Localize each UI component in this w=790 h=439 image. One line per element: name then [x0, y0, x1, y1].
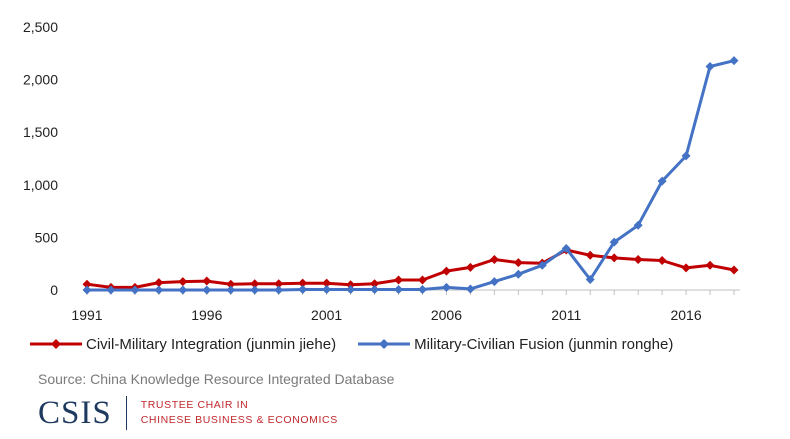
- data-point: [633, 254, 643, 264]
- data-point: [585, 274, 595, 284]
- line-chart: 0 500 1,000 1,500 2,000 2,500 1991 1996 2001 200…: [23, 19, 740, 323]
- data-point: [681, 151, 691, 161]
- data-point: [106, 285, 116, 295]
- data-point: [465, 284, 475, 294]
- data-point: [82, 285, 92, 295]
- data-point: [298, 284, 308, 294]
- data-point: [681, 263, 691, 273]
- legend-swatch-blue-diamond: [358, 339, 411, 349]
- data-point: [585, 250, 595, 260]
- data-point: [609, 237, 619, 247]
- data-point: [154, 278, 164, 288]
- data-point: [513, 258, 523, 268]
- data-point: [154, 285, 164, 295]
- data-point: [226, 285, 236, 295]
- data-point: [729, 56, 739, 66]
- trustee-chair-label: TRUSTEE CHAIR IN CHINESE BUSINESS & ECON…: [141, 398, 338, 428]
- x-tick-label: 2011: [551, 307, 581, 323]
- footer-branding: CSIS TRUSTEE CHAIR IN CHINESE BUSINESS &…: [38, 395, 338, 431]
- data-point: [274, 285, 284, 295]
- data-point: [250, 285, 260, 295]
- data-point: [417, 275, 427, 285]
- x-tick-label: 1991: [71, 307, 102, 323]
- y-tick-label: 500: [35, 229, 59, 245]
- y-tick-label: 2,000: [23, 72, 58, 88]
- series-line: [86, 248, 735, 289]
- y-tick-label: 1,500: [23, 124, 58, 140]
- data-point: [609, 253, 619, 263]
- data-point: [346, 280, 356, 290]
- data-point: [417, 284, 427, 294]
- data-point: [657, 176, 667, 186]
- legend: Civil-Military Integration (junmin jiehe…: [30, 333, 790, 355]
- data-point: [298, 278, 308, 288]
- series-line: [87, 59, 735, 292]
- data-point: [322, 278, 332, 288]
- data-point: [537, 260, 547, 270]
- chair-line-2: CHINESE BUSINESS & ECONOMICS: [140, 414, 338, 426]
- data-point: [729, 265, 739, 275]
- data-point: [465, 262, 475, 272]
- data-point: [82, 279, 92, 289]
- x-tick-label: 2001: [311, 307, 342, 323]
- x-tick-label: 1996: [191, 307, 222, 323]
- data-point: [489, 254, 499, 264]
- data-point: [489, 277, 499, 287]
- data-point: [705, 260, 715, 270]
- series-0: [82, 245, 739, 292]
- data-point: [178, 277, 188, 287]
- data-point: [250, 279, 260, 289]
- x-tick-label: 2006: [431, 307, 462, 323]
- data-point: [394, 275, 404, 285]
- data-point: [130, 285, 140, 295]
- series-1: [82, 56, 739, 295]
- legend-item-civil-military: Civil-Military Integration (junmin jiehe…: [30, 336, 336, 353]
- data-point: [370, 279, 380, 289]
- data-point: [322, 284, 332, 294]
- legend-label-military-civilian: Military-Civilian Fusion (junmin ronghe): [414, 335, 674, 353]
- source-note: Source: China Knowledge Resource Integra…: [38, 371, 395, 387]
- data-point: [346, 284, 356, 294]
- data-point: [202, 285, 212, 295]
- data-point: [370, 284, 380, 294]
- data-point: [513, 269, 523, 279]
- data-point: [394, 284, 404, 294]
- chair-line-1: TRUSTEE CHAIR IN: [140, 399, 249, 411]
- data-point: [226, 279, 236, 289]
- y-tick-label: 1,000: [23, 177, 58, 193]
- legend-item-military-civilian: Military-Civilian Fusion (junmin ronghe): [358, 336, 673, 353]
- y-tick-label: 2,500: [23, 19, 58, 35]
- y-tick-label: 0: [50, 282, 58, 298]
- legend-swatch-red-diamond: [30, 339, 82, 349]
- data-point: [441, 266, 451, 276]
- data-point: [657, 256, 667, 266]
- legend-label-civil-military: Civil-Military Integration (junmin jiehe…: [86, 335, 337, 353]
- x-tick-label: 2016: [670, 307, 701, 323]
- data-point: [274, 279, 284, 289]
- y-axis-ticks: 0 500 1,000 1,500 2,000 2,500: [23, 19, 58, 298]
- data-point: [561, 243, 571, 253]
- footer-divider: [125, 396, 127, 430]
- data-point: [178, 285, 188, 295]
- data-point: [633, 220, 643, 230]
- data-point: [705, 61, 715, 71]
- csis-logo: CSIS: [38, 394, 112, 431]
- x-axis: 1991 1996 2001 2006 2011 2016: [71, 289, 740, 323]
- data-point: [441, 282, 451, 292]
- series-layer: [82, 56, 739, 295]
- data-point: [202, 276, 212, 286]
